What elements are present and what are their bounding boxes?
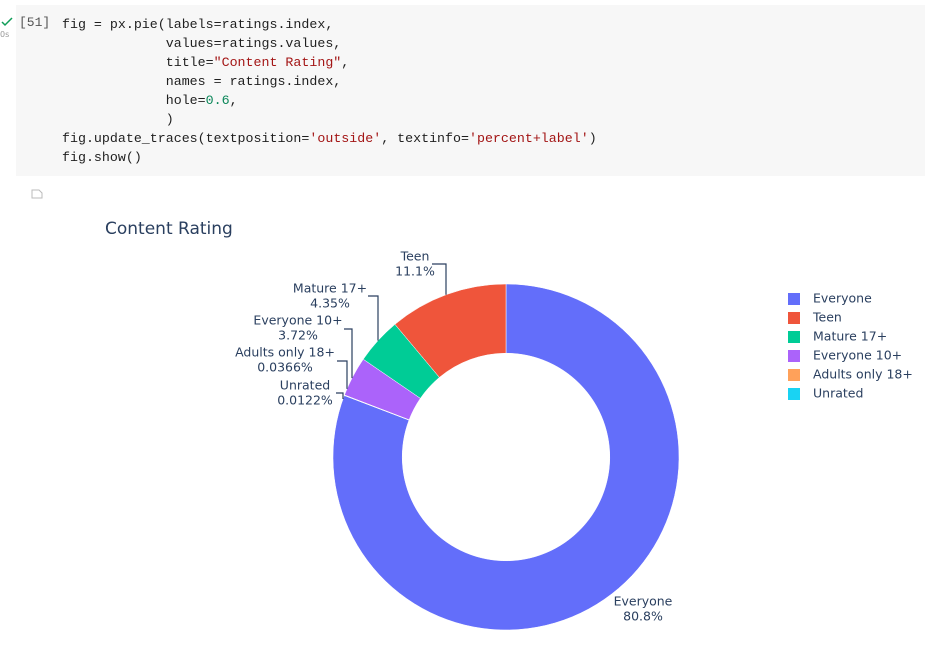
slice-label: Everyone bbox=[614, 594, 673, 609]
label-connector bbox=[368, 295, 379, 341]
code-line[interactable]: values=ratings.values, bbox=[62, 36, 342, 51]
legend-swatch bbox=[788, 293, 800, 305]
slice-percent: 0.0122% bbox=[277, 393, 333, 408]
label-connector bbox=[344, 328, 353, 379]
slice-label: Unrated bbox=[280, 378, 330, 393]
code[interactable]: fig = px.pie(labels=ratings.index, value… bbox=[62, 15, 597, 167]
slice-label: Teen bbox=[400, 249, 430, 264]
code-cell[interactable]: [51] fig = px.pie(labels=ratings.index, … bbox=[16, 5, 925, 176]
code-line[interactable]: names = ratings.index, bbox=[62, 74, 342, 89]
slice-percent: 4.35% bbox=[310, 296, 350, 311]
slice-label: Adults only 18+ bbox=[235, 345, 335, 360]
slice-percent: 0.0366% bbox=[257, 360, 313, 375]
label-connector bbox=[336, 392, 344, 400]
legend-label: Unrated bbox=[813, 386, 863, 401]
cell-prompt[interactable]: [51] bbox=[19, 15, 51, 30]
legend-swatch bbox=[788, 369, 800, 381]
legend-label: Adults only 18+ bbox=[813, 367, 913, 382]
slice-percent: 11.1% bbox=[395, 264, 435, 279]
label-connector bbox=[432, 263, 447, 295]
slice-label: Mature 17+ bbox=[293, 281, 367, 296]
run-time: 0s bbox=[0, 30, 10, 39]
code-line[interactable]: fig.update_traces(textposition='outside'… bbox=[62, 131, 597, 146]
legend-swatch bbox=[788, 312, 800, 324]
output-icon bbox=[31, 189, 43, 199]
legend-swatch bbox=[788, 350, 800, 362]
code-line[interactable]: hole=0.6, bbox=[62, 93, 238, 108]
legend-label: Mature 17+ bbox=[813, 329, 887, 344]
legend-label: Everyone bbox=[813, 291, 872, 306]
legend-label: Everyone 10+ bbox=[813, 348, 902, 363]
label-connector bbox=[337, 360, 348, 389]
slice-percent: 3.72% bbox=[278, 328, 318, 343]
run-check bbox=[1, 17, 13, 27]
slice-percent: 80.8% bbox=[623, 609, 663, 624]
code-line[interactable]: title="Content Rating", bbox=[62, 55, 350, 70]
code-line[interactable]: fig.show() bbox=[62, 150, 142, 165]
code-line[interactable]: ) bbox=[62, 112, 174, 127]
legend-label: Teen bbox=[812, 310, 842, 325]
pie-slice bbox=[343, 395, 410, 421]
legend-swatch bbox=[788, 388, 800, 400]
code-line[interactable]: fig = px.pie(labels=ratings.index, bbox=[62, 17, 334, 32]
chart-title: Content Rating bbox=[105, 219, 233, 239]
slice-label: Everyone 10+ bbox=[253, 313, 342, 328]
legend-swatch bbox=[788, 331, 800, 343]
pie-slice bbox=[332, 283, 680, 631]
